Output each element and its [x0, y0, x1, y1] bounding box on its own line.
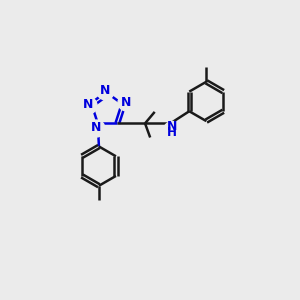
Text: N: N: [121, 95, 131, 109]
Text: N: N: [100, 84, 110, 97]
Text: H: H: [167, 126, 177, 139]
Text: N: N: [91, 121, 101, 134]
Text: N: N: [167, 120, 177, 133]
Text: N: N: [83, 98, 93, 111]
